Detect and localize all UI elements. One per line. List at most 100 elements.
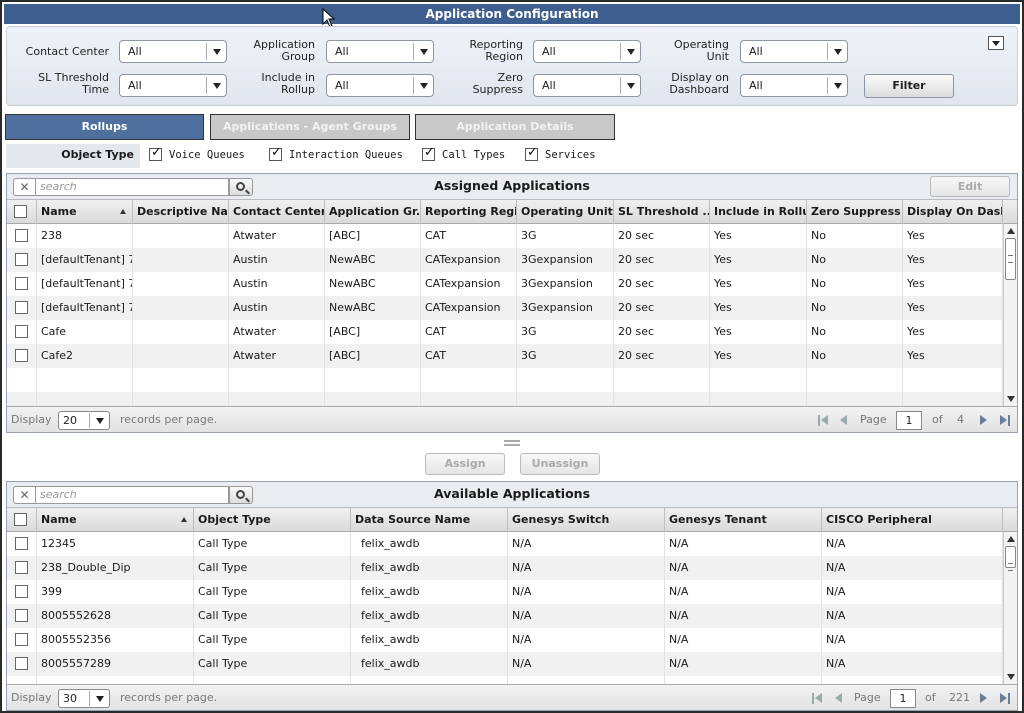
select-all-checkbox[interactable] xyxy=(14,513,27,526)
table-cell: [ABC] xyxy=(325,224,421,248)
column-header[interactable]: Operating Unit xyxy=(517,200,614,224)
tab-applications-agent-groups[interactable]: Applications - Agent Groups xyxy=(210,114,410,140)
unassign-button[interactable]: Unassign xyxy=(520,453,600,475)
services-checkbox[interactable] xyxy=(525,145,538,161)
table-row[interactable]: 12345 Call Type felix_awdb N/A N/A N/A xyxy=(7,532,1003,556)
row-checkbox[interactable] xyxy=(15,301,28,314)
search-button[interactable] xyxy=(229,178,253,196)
scroll-down-icon[interactable] xyxy=(1007,674,1015,680)
column-header[interactable]: Zero Suppress xyxy=(807,200,903,224)
collapse-panel-button[interactable] xyxy=(988,36,1004,50)
table-row[interactable]: [defaultTenant] 7... AustinNewABCCATexpan… xyxy=(7,272,1003,296)
table-row[interactable]: 238 Atwater [ABC] CAT 3G 20 sec Yes No Yes xyxy=(7,224,1003,248)
row-checkbox[interactable] xyxy=(15,277,28,290)
table-cell: N/A xyxy=(508,628,665,652)
row-checkbox[interactable] xyxy=(15,229,28,242)
table-row[interactable]: Cafe2 Atwater [ABC] CAT 3G 20 sec Yes No Yes xyxy=(7,344,1003,368)
row-checkbox[interactable] xyxy=(15,633,28,646)
column-header[interactable]: Descriptive Na... xyxy=(133,200,229,224)
row-checkbox[interactable] xyxy=(15,349,28,362)
column-header[interactable]: Contact Center xyxy=(229,200,325,224)
table-row[interactable]: 8005552356 Call Type felix_awdb N/A N/A N/A xyxy=(7,628,1003,652)
search-button[interactable] xyxy=(229,486,253,504)
last-page-icon[interactable] xyxy=(999,415,1011,427)
assign-button[interactable]: Assign xyxy=(425,453,505,475)
column-header[interactable]: Reporting Regi... xyxy=(421,200,517,224)
table-row[interactable]: 399 Call Type felix_awdb N/A N/A N/A xyxy=(7,580,1003,604)
column-header[interactable]: Application Gr... xyxy=(325,200,421,224)
voice-queues-checkbox[interactable] xyxy=(149,145,162,161)
column-header[interactable]: Object Type xyxy=(194,508,351,532)
table-row[interactable] xyxy=(7,676,1003,686)
records-per-page-select[interactable]: 30 xyxy=(58,689,110,708)
zero-suppress-select[interactable]: All xyxy=(533,74,641,97)
select-all-checkbox-cell[interactable] xyxy=(7,508,37,532)
table-row[interactable]: 8005557289 Call Type felix_awdb N/A N/A N/A xyxy=(7,652,1003,676)
contact-center-select[interactable]: All xyxy=(119,40,227,63)
column-header[interactable]: Name xyxy=(37,508,194,532)
table-row[interactable]: [defaultTenant] 7... AustinNewABCCATexpan… xyxy=(7,248,1003,272)
column-header[interactable]: CISCO Peripheral xyxy=(822,508,1003,532)
reporting-region-select[interactable]: All xyxy=(533,40,641,63)
table-row[interactable]: 8005552628 Call Type felix_awdb N/A N/A N/A xyxy=(7,604,1003,628)
display-label: Display xyxy=(11,691,52,704)
column-header[interactable]: SL Threshold ... xyxy=(614,200,710,224)
row-checkbox[interactable] xyxy=(15,253,28,266)
available-search-input[interactable]: search xyxy=(35,486,229,504)
column-header[interactable]: Name xyxy=(37,200,133,224)
row-checkbox[interactable] xyxy=(15,325,28,338)
table-cell: [defaultTenant] 7... xyxy=(37,296,133,320)
assigned-search-input[interactable]: search xyxy=(35,178,229,196)
clear-search-button[interactable]: ✕ xyxy=(13,486,35,504)
sl-threshold-time-select[interactable]: All xyxy=(119,74,227,97)
row-checkbox[interactable] xyxy=(15,657,28,670)
column-header[interactable]: Genesys Tenant xyxy=(665,508,822,532)
operating-unit-select[interactable]: All xyxy=(740,40,848,63)
clear-search-button[interactable]: ✕ xyxy=(13,178,35,196)
page-number-input[interactable]: 1 xyxy=(890,689,916,708)
last-page-icon[interactable] xyxy=(999,693,1011,705)
row-checkbox[interactable] xyxy=(15,585,28,598)
table-row[interactable] xyxy=(7,368,1003,392)
assigned-vertical-scrollbar[interactable] xyxy=(1003,224,1017,408)
select-all-checkbox-cell[interactable] xyxy=(7,200,37,224)
table-row[interactable]: 238_Double_Dip Call Type felix_awdb N/A N/A N… xyxy=(7,556,1003,580)
row-checkbox[interactable] xyxy=(15,561,28,574)
panel-splitter-handle[interactable] xyxy=(504,440,520,446)
first-page-icon[interactable] xyxy=(812,693,824,705)
application-group-select[interactable]: All xyxy=(326,40,434,63)
page-number-input[interactable]: 1 xyxy=(896,411,922,430)
scroll-thumb[interactable] xyxy=(1005,238,1016,280)
column-header[interactable]: Data Source Name xyxy=(351,508,508,532)
tab-rollups[interactable]: Rollups xyxy=(5,114,204,140)
previous-page-icon[interactable] xyxy=(835,693,847,705)
table-cell: felix_awdb xyxy=(351,652,508,676)
select-all-checkbox[interactable] xyxy=(14,205,27,218)
table-row[interactable]: Cafe Atwater [ABC] CAT 3G 20 sec Yes No Yes xyxy=(7,320,1003,344)
row-checkbox[interactable] xyxy=(15,537,28,550)
scroll-thumb[interactable] xyxy=(1005,546,1016,571)
scroll-down-icon[interactable] xyxy=(1007,396,1015,402)
records-per-page-select[interactable]: 20 xyxy=(58,411,110,430)
next-page-icon[interactable] xyxy=(979,415,991,427)
scroll-up-icon[interactable] xyxy=(1007,536,1015,542)
filter-button[interactable]: Filter xyxy=(864,74,954,98)
available-vertical-scrollbar[interactable] xyxy=(1003,532,1017,686)
row-checkbox[interactable] xyxy=(15,609,28,622)
table-row[interactable] xyxy=(7,392,1003,408)
next-page-icon[interactable] xyxy=(979,693,991,705)
scroll-up-icon[interactable] xyxy=(1007,228,1015,234)
include-in-rollup-select[interactable]: All xyxy=(326,74,434,97)
display-on-dashboard-select[interactable]: All xyxy=(740,74,848,97)
table-row[interactable]: [defaultTenant] 7... AustinNewABCCATexpan… xyxy=(7,296,1003,320)
tab-application-details[interactable]: Application Details xyxy=(415,114,615,140)
edit-button[interactable]: Edit xyxy=(930,176,1010,197)
column-header[interactable]: Include in Rollup xyxy=(710,200,807,224)
previous-page-icon[interactable] xyxy=(840,415,852,427)
interaction-queues-checkbox[interactable] xyxy=(269,145,282,161)
call-types-checkbox[interactable] xyxy=(422,145,435,161)
table-cell: Cafe xyxy=(37,320,133,344)
first-page-icon[interactable] xyxy=(818,415,830,427)
column-header[interactable]: Genesys Switch xyxy=(508,508,665,532)
column-header[interactable]: Display On Dash... xyxy=(903,200,1003,224)
